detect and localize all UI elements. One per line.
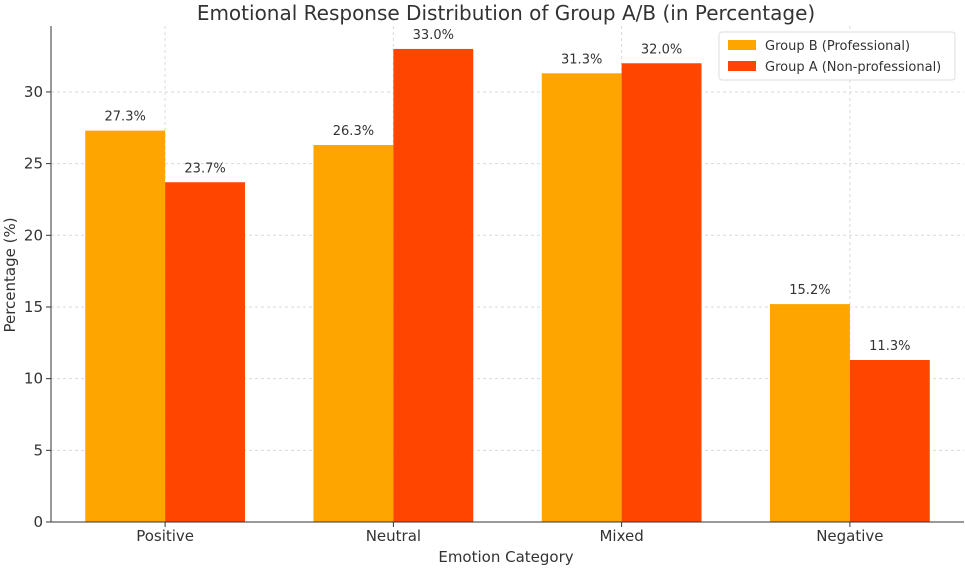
legend-label-group-a: Group A (Non-professional) <box>765 60 941 75</box>
bar-mixed-series-1 <box>621 63 702 523</box>
data-label-negative-series-0: 15.2% <box>789 283 830 298</box>
x-tick-label-negative: Negative <box>816 527 883 545</box>
data-labels: 27.3% 26.3% 31.3% 15.2% 23.7% 33.0% 32.0% 11.3% <box>105 28 911 354</box>
data-label-positive-series-0: 27.3% <box>105 110 146 125</box>
axes: 0 5 10 15 20 25 30 Positive Neutral Mixed Negative <box>24 26 964 545</box>
y-tick-label: 10 <box>24 370 43 388</box>
bar-negative-series-1 <box>849 360 930 522</box>
y-tick-label: 20 <box>24 226 43 244</box>
y-tick-label: 0 <box>33 513 43 531</box>
y-tick-label: 30 <box>24 83 43 101</box>
bars <box>85 48 930 523</box>
x-axis-label: Emotion Category <box>438 548 573 566</box>
y-axis-label: Percentage (%) <box>1 217 19 332</box>
data-label-mixed-series-1: 32.0% <box>641 42 682 57</box>
x-tick-label-mixed: Mixed <box>599 527 643 545</box>
legend-box <box>718 31 956 81</box>
bar-positive-series-1 <box>165 182 246 522</box>
bar-mixed-series-0 <box>541 73 622 522</box>
y-tick-label: 5 <box>33 441 43 459</box>
legend-label-group-b: Group B (Professional) <box>765 39 910 54</box>
legend-swatch-group-a <box>728 61 756 71</box>
bar-positive-series-0 <box>85 130 166 522</box>
y-tick-label: 25 <box>24 155 43 173</box>
legend-swatch-group-b <box>728 40 756 50</box>
data-label-positive-series-1: 23.7% <box>184 161 225 176</box>
legend: Group B (Professional) Group A (Non-prof… <box>718 31 956 81</box>
chart-title: Emotional Response Distribution of Group… <box>197 1 815 25</box>
bar-neutral-series-1 <box>393 48 474 523</box>
data-label-negative-series-1: 11.3% <box>869 339 910 354</box>
x-tick-label-positive: Positive <box>136 527 194 545</box>
data-label-neutral-series-1: 33.0% <box>413 28 454 43</box>
x-tick-label-neutral: Neutral <box>366 527 421 545</box>
y-tick-label: 15 <box>24 298 43 316</box>
bar-neutral-series-0 <box>313 144 394 522</box>
data-label-mixed-series-0: 31.3% <box>561 52 602 67</box>
bar-negative-series-0 <box>769 304 850 522</box>
data-label-neutral-series-0: 26.3% <box>333 124 374 139</box>
